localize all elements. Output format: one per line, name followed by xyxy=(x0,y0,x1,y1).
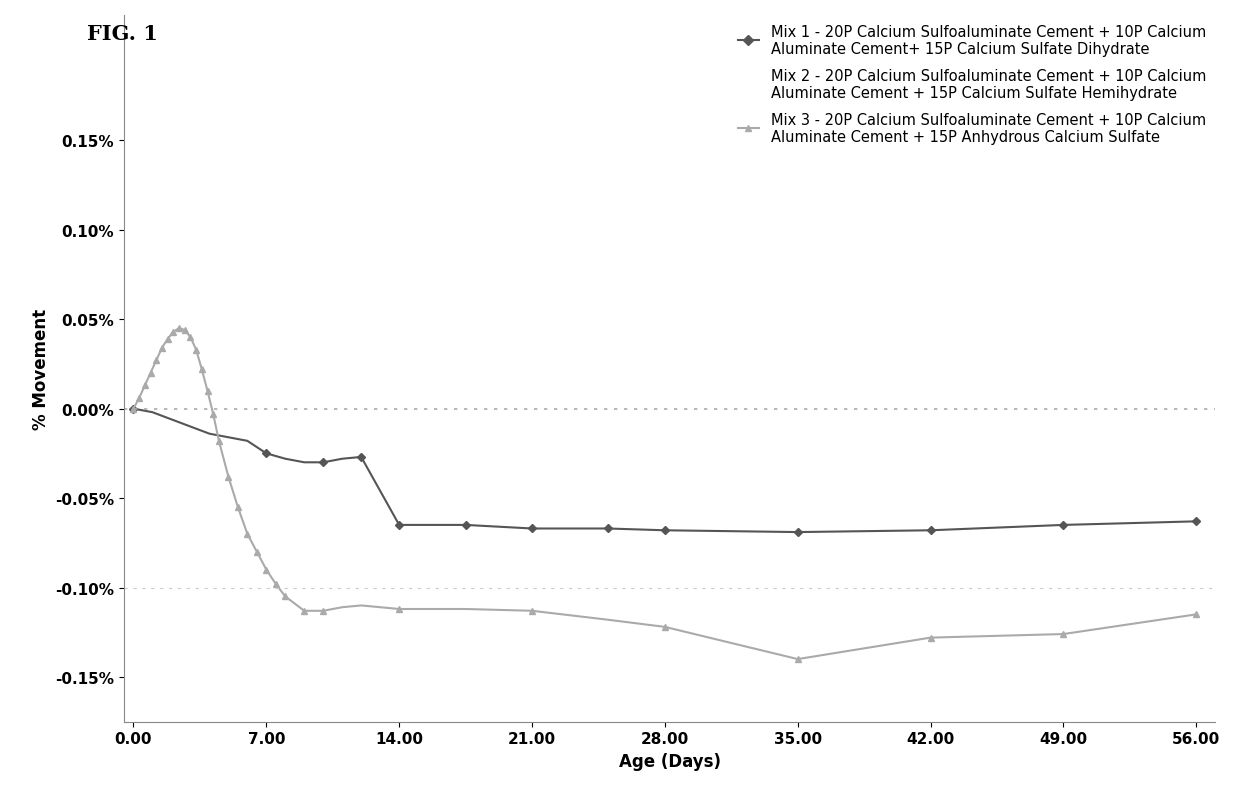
Text: FIG. 1: FIG. 1 xyxy=(87,24,157,44)
Y-axis label: % Movement: % Movement xyxy=(31,309,50,429)
X-axis label: Age (Days): Age (Days) xyxy=(619,752,720,770)
Legend: Mix 1 - 20P Calcium Sulfoaluminate Cement + 10P Calcium
Aluminate Cement+ 15P Ca: Mix 1 - 20P Calcium Sulfoaluminate Cemen… xyxy=(732,19,1213,151)
